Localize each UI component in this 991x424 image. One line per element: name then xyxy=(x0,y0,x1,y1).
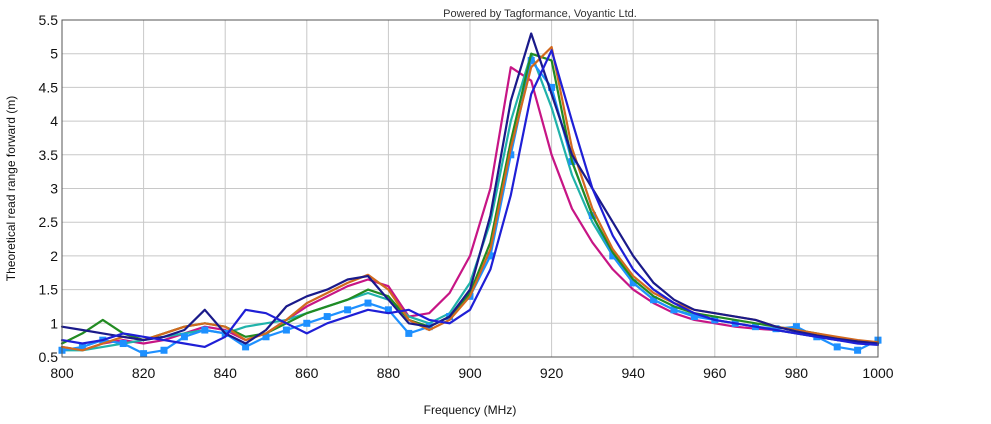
x-tick-label: 940 xyxy=(622,365,646,381)
y-tick-label: 3.5 xyxy=(39,147,59,163)
series-group xyxy=(58,32,882,358)
y-tick-label: 1 xyxy=(50,315,58,331)
series-marker xyxy=(507,151,515,159)
y-tick-label: 0.5 xyxy=(39,349,59,365)
y-tick-label: 5 xyxy=(50,46,58,62)
series-marker xyxy=(629,279,637,287)
x-tick-label: 980 xyxy=(785,365,809,381)
x-tick-label: 880 xyxy=(377,365,401,381)
series-marker xyxy=(323,313,331,321)
y-tick-label: 4 xyxy=(50,113,58,129)
series-marker xyxy=(303,319,311,327)
series-marker xyxy=(670,306,678,314)
x-tick-label: 900 xyxy=(458,365,482,381)
series-line-1 xyxy=(60,66,880,352)
x-tick-label: 960 xyxy=(703,365,727,381)
x-tick-labels: 800 820 840 860 880 900 920 940 960 980 1000 xyxy=(50,365,893,381)
series-marker xyxy=(690,313,698,321)
series-marker xyxy=(486,252,494,260)
y-tick-label: 2.5 xyxy=(39,214,59,230)
plot-frame xyxy=(61,19,879,358)
x-tick-label: 840 xyxy=(214,365,238,381)
series-marker xyxy=(527,56,535,64)
series-marker xyxy=(344,306,352,314)
credit-text: Powered by Tagformance, Voyantic Ltd. xyxy=(443,8,637,20)
x-tick-label: 800 xyxy=(50,365,74,381)
y-tick-label: 5.5 xyxy=(39,12,59,28)
series-marker xyxy=(262,333,270,341)
series-marker xyxy=(792,323,800,331)
series-marker xyxy=(140,350,148,358)
series-marker xyxy=(160,346,168,354)
y-tick-label: 3 xyxy=(50,181,58,197)
series-line-7 xyxy=(60,49,880,348)
y-tick-labels: 0.5 1 1.5 2 2.5 3 3.5 4 4.5 5 5.5 xyxy=(39,12,59,365)
x-tick-label: 920 xyxy=(540,365,564,381)
series-marker xyxy=(405,329,413,337)
series-marker xyxy=(548,83,556,91)
series-marker xyxy=(201,326,209,334)
series-marker xyxy=(180,333,188,341)
x-axis-title: Frequency (MHz) xyxy=(424,403,517,417)
series-marker xyxy=(650,296,658,304)
series-marker xyxy=(854,346,862,354)
series-marker xyxy=(833,343,841,351)
series-marker xyxy=(78,343,86,351)
y-tick-label: 1.5 xyxy=(39,282,59,298)
grid xyxy=(61,19,879,358)
y-tick-label: 2 xyxy=(50,248,58,264)
series-marker xyxy=(282,326,290,334)
series-marker xyxy=(772,325,780,333)
x-tick-label: 1000 xyxy=(862,365,893,381)
series-marker xyxy=(609,252,617,260)
x-tick-label: 820 xyxy=(132,365,156,381)
series-marker xyxy=(384,306,392,314)
x-tick-label: 860 xyxy=(295,365,319,381)
series-line-6 xyxy=(60,32,880,345)
series-marker xyxy=(119,340,127,348)
series-marker xyxy=(242,343,250,351)
y-tick-label: 4.5 xyxy=(39,79,59,95)
y-axis-title: Theoretical read range forward (m) xyxy=(4,96,18,281)
series-marker xyxy=(364,299,372,307)
